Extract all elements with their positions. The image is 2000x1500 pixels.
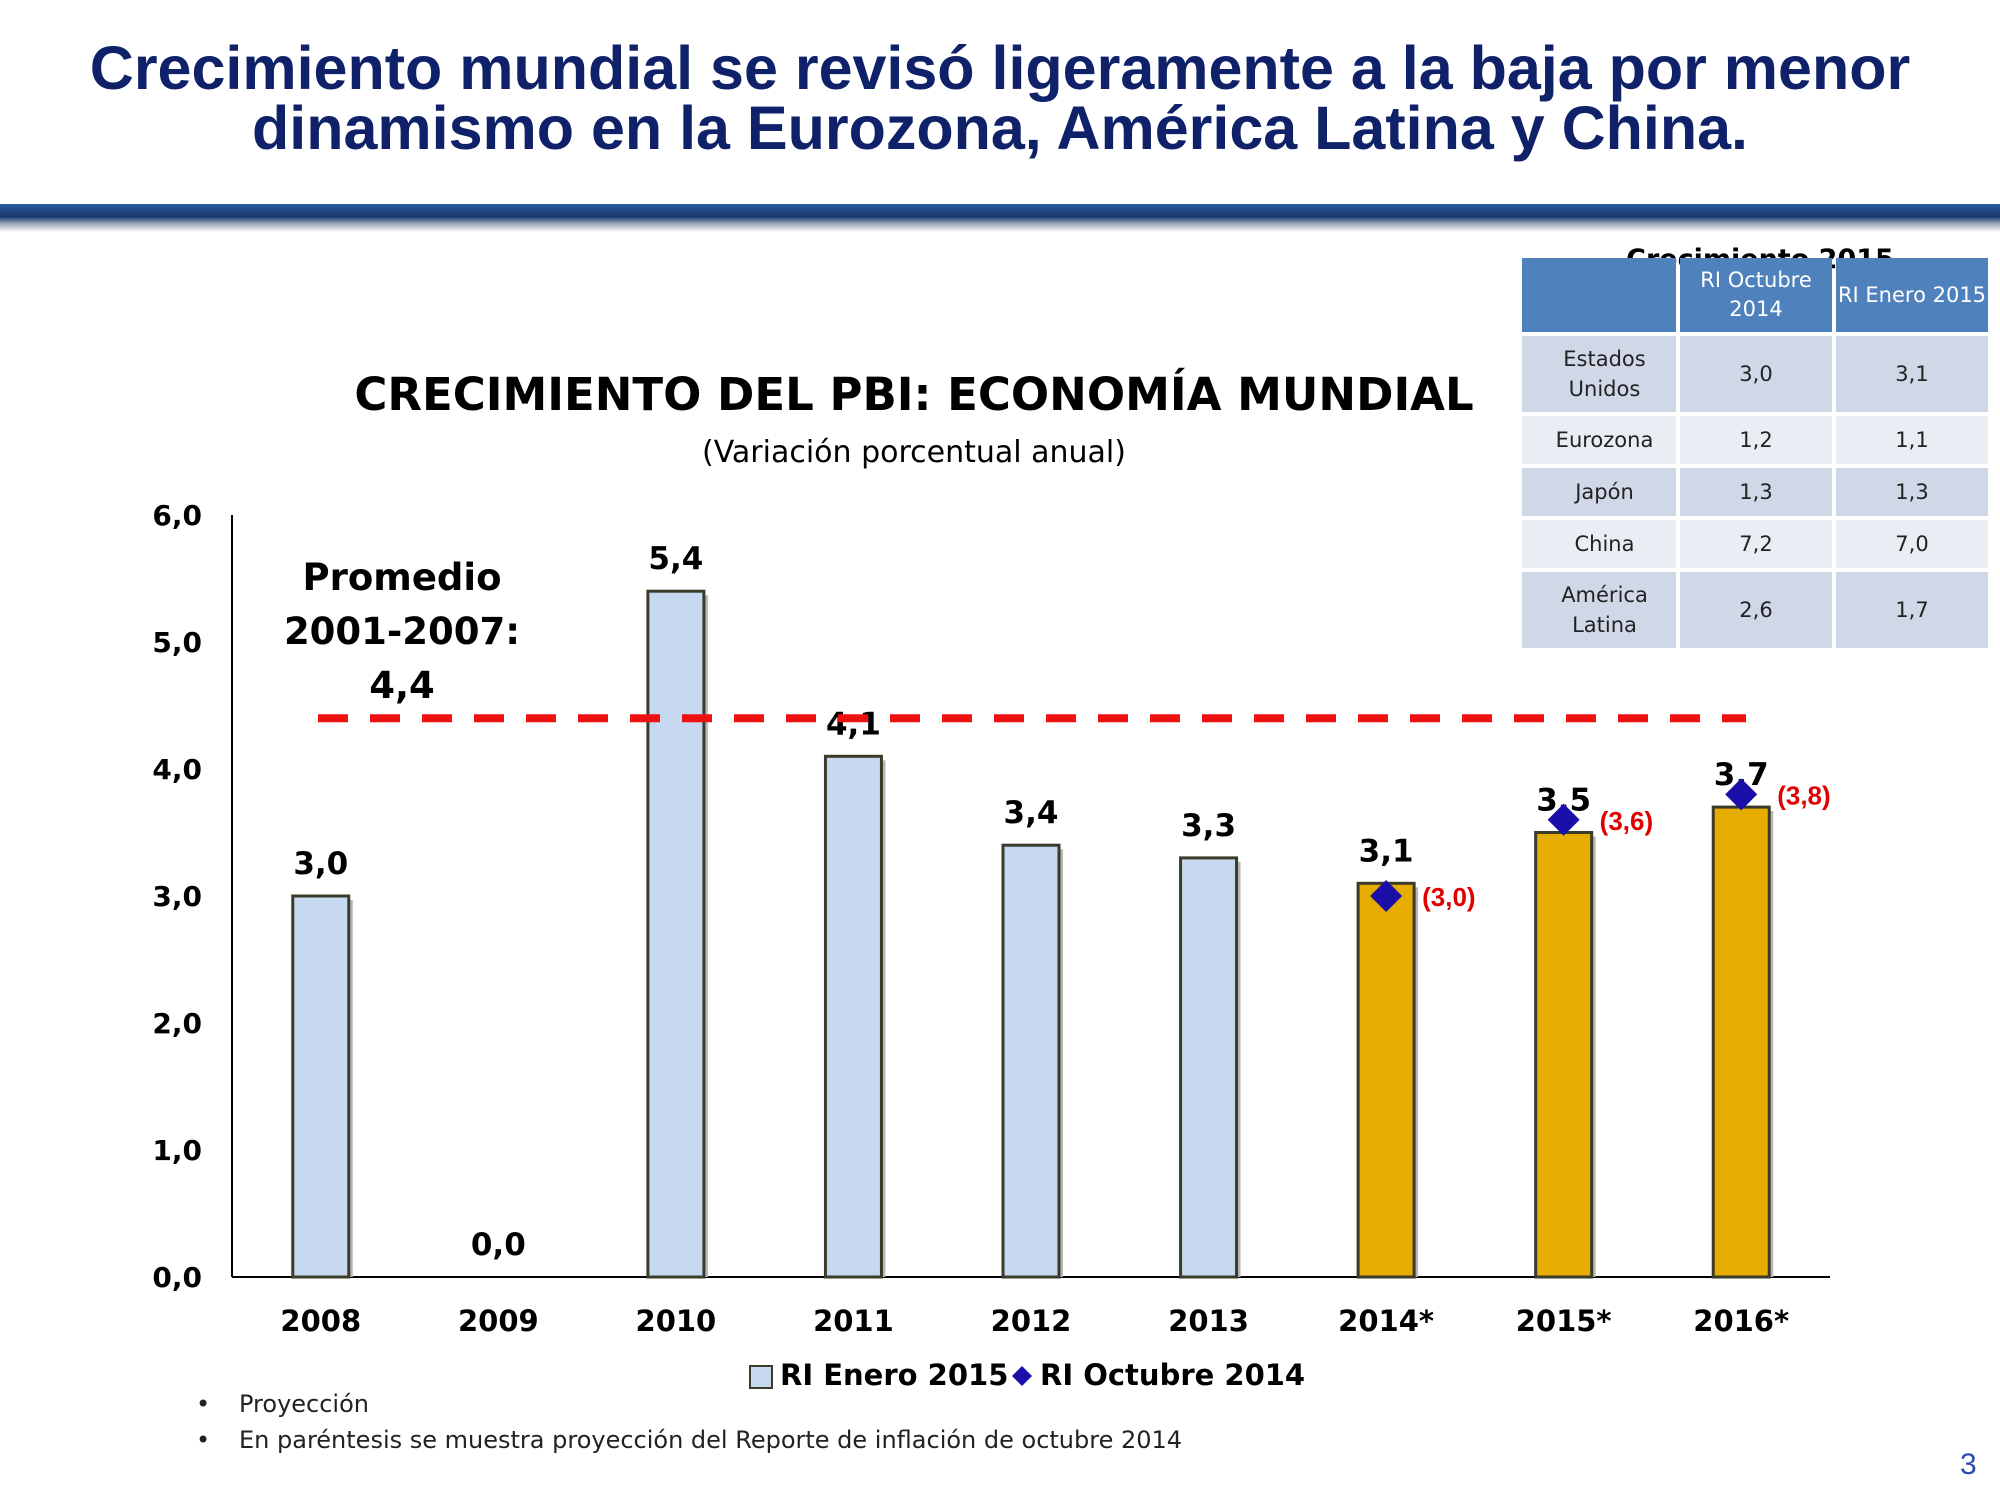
table-header-ene: RI Enero 2015 [1836,258,1988,332]
bar-2012 [1001,843,1061,1279]
bar-value-label: 3,4 [1004,795,1059,831]
footnote-item: • En paréntesis se muestra proyección del… [196,1426,1182,1454]
country-cell: Japón [1522,468,1676,516]
average-reference: Promedio 2001-2007: 4,4 [284,556,1746,723]
title-divider [0,204,2000,232]
y-tick-label: 6,0 [152,499,202,532]
october-markers: (3,0) (3,6) (3,8) [1370,778,1831,912]
y-tick-label: 2,0 [152,1007,202,1040]
x-tick-label: 2011 [813,1304,894,1338]
page-number: 3 [1960,1448,1977,1481]
x-tick-label: 2008 [280,1304,361,1338]
oct-value-cell: 1,2 [1680,416,1832,464]
bar-2015* [1534,831,1594,1279]
legend-swatch-enero [749,1365,773,1389]
diamond-value-label: (3,8) [1777,780,1830,810]
country-cell: Estados Unidos [1522,336,1676,412]
diamond-value-label: (3,6) [1600,806,1653,836]
x-tick-label: 2013 [1168,1304,1249,1338]
legend-label-enero: RI Enero 2015 [780,1358,1008,1392]
ene-value-cell: 1,1 [1836,416,1988,464]
bar-value-label: 4,1 [826,706,881,742]
chart-subtitle: (Variación porcentual anual) [702,435,1126,470]
table-header-empty [1522,258,1676,332]
growth-2015-table: RI Octubre 2014 RI Enero 2015 Estados Un… [1518,254,1992,652]
table-row: China 7,2 7,0 [1522,520,1988,568]
legend: RI Enero 2015 RI Octubre 2014 [749,1358,1305,1392]
diamond-marker-2016* [1725,778,1758,811]
ene-value-cell: 1,7 [1836,572,1988,648]
bar-value-label: 3,3 [1181,808,1236,844]
axes: 0,0 1,0 2,0 3,0 4,0 5,0 6,0 2008 2009 2010 2011 201… [152,499,1830,1338]
bullet-icon: • [196,1390,211,1418]
diamond-value-label: (3,0) [1422,882,1475,912]
chart-title: CRECIMIENTO DEL PBI: ECONOMÍA MUNDIAL [354,368,1473,421]
average-label-line: 2001-2007: [284,610,520,653]
ene-value-cell: 7,0 [1836,520,1988,568]
y-tick-label: 3,0 [152,880,202,913]
slide-title: Crecimiento mundial se revisó ligerament… [40,34,1960,162]
oct-value-cell: 3,0 [1680,336,1832,412]
bars: 3,00,05,44,13,4 3,33,13,53,7 [291,541,1774,1279]
x-tick-label: 2016* [1693,1304,1789,1338]
bar-2008 [291,894,351,1279]
y-tick-label: 4,0 [152,753,202,786]
average-label-line: Promedio [302,556,501,599]
country-cell: China [1522,520,1676,568]
country-cell: Eurozona [1522,416,1676,464]
y-tick-label: 0,0 [152,1261,202,1294]
bar-2011 [823,754,883,1279]
bar-value-label: 3,1 [1359,833,1414,869]
table-row: Estados Unidos 3,0 3,1 [1522,336,1988,412]
footnotes: • Proyección • En paréntesis se muestra pr… [196,1390,1182,1462]
slide-title-line1: Crecimiento mundial se revisó ligerament… [89,34,1911,102]
oct-value-cell: 7,2 [1680,520,1832,568]
legend-swatch-octubre [1012,1366,1032,1386]
x-tick-label: 2012 [991,1304,1072,1338]
table-row: Japón 1,3 1,3 [1522,468,1988,516]
y-tick-label: 5,0 [152,626,202,659]
bar-2016* [1711,805,1771,1279]
average-label-line: 4,4 [369,664,435,707]
footnote-text: Proyección [239,1390,369,1418]
x-tick-label: 2014* [1338,1304,1434,1338]
x-tick-label: 2010 [636,1304,717,1338]
ene-value-cell: 1,3 [1836,468,1988,516]
table-header-oct: RI Octubre 2014 [1680,258,1832,332]
bar-value-label: 3,0 [293,846,348,882]
legend-label-octubre: RI Octubre 2014 [1040,1358,1305,1392]
bar-2010 [646,589,706,1279]
diamond-marker-2014* [1370,880,1403,912]
bar-value-label: 5,4 [648,541,703,577]
oct-value-cell: 2,6 [1680,572,1832,648]
footnote-item: • Proyección [196,1390,1182,1418]
y-tick-label: 1,0 [152,1134,202,1167]
bar-2013 [1179,856,1239,1279]
oct-value-cell: 1,3 [1680,468,1832,516]
table-row: América Latina 2,6 1,7 [1522,572,1988,648]
ene-value-cell: 3,1 [1836,336,1988,412]
slide-title-line2: dinamismo en la Eurozona, América Latina… [252,94,1748,162]
x-tick-label: 2009 [458,1304,539,1338]
bar-2014* [1356,881,1416,1279]
x-tick-label: 2015* [1516,1304,1612,1338]
table-header-row: RI Octubre 2014 RI Enero 2015 [1522,258,1988,332]
table-row: Eurozona 1,2 1,1 [1522,416,1988,464]
bar-value-label: 0,0 [471,1227,526,1263]
footnote-text: En paréntesis se muestra proyección del … [239,1426,1183,1454]
bullet-icon: • [196,1426,211,1454]
country-cell: América Latina [1522,572,1676,648]
diamond-marker-2015* [1547,803,1580,836]
